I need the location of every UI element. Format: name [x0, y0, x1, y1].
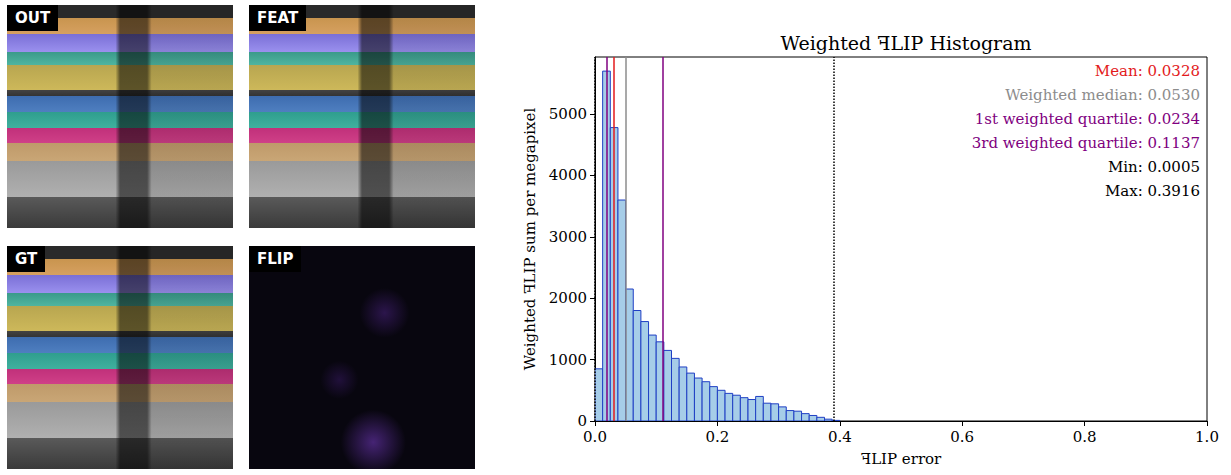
html-text:OUT: OUT	[15, 9, 51, 27]
svg-text:Max: 0.3916: Max: 0.3916	[1105, 182, 1200, 200]
svg-text:0.0: 0.0	[583, 428, 607, 446]
html-text:FLIP: FLIP	[257, 250, 294, 268]
svg-text:1st weighted quartile: 0.0234: 1st weighted quartile: 0.0234	[975, 110, 1200, 128]
html-text:GT: GT	[15, 250, 38, 268]
svg-text:1.0: 1.0	[1195, 428, 1219, 446]
svg-text:0.6: 0.6	[950, 428, 974, 446]
svg-text:0: 0	[577, 412, 587, 430]
svg-text:1000: 1000	[549, 351, 587, 369]
svg-text:Weighted median: 0.0530: Weighted median: 0.0530	[1005, 86, 1200, 104]
svg-text:5000: 5000	[549, 105, 587, 123]
svg-text:3000: 3000	[549, 228, 587, 246]
html-text:FEAT: FEAT	[257, 9, 299, 27]
svg-text:0.2: 0.2	[705, 428, 729, 446]
svg-text:2000: 2000	[549, 289, 587, 307]
svg-text:0.8: 0.8	[1073, 428, 1097, 446]
svg-text:4000: 4000	[549, 166, 587, 184]
svg-text:ꟻLIP error: ꟻLIP error	[861, 450, 942, 468]
svg-text:0.4: 0.4	[828, 428, 852, 446]
svg-text:Weighted ꟻLIP sum per megapixe: Weighted ꟻLIP sum per megapixel	[521, 108, 539, 371]
svg-text:3rd weighted quartile: 0.1137: 3rd weighted quartile: 0.1137	[972, 134, 1200, 152]
svg-text:Weighted ꟻLIP Histogram: Weighted ꟻLIP Histogram	[781, 32, 1032, 54]
svg-text:Mean: 0.0328: Mean: 0.0328	[1095, 62, 1200, 80]
svg-text:Min: 0.0005: Min: 0.0005	[1108, 158, 1200, 176]
